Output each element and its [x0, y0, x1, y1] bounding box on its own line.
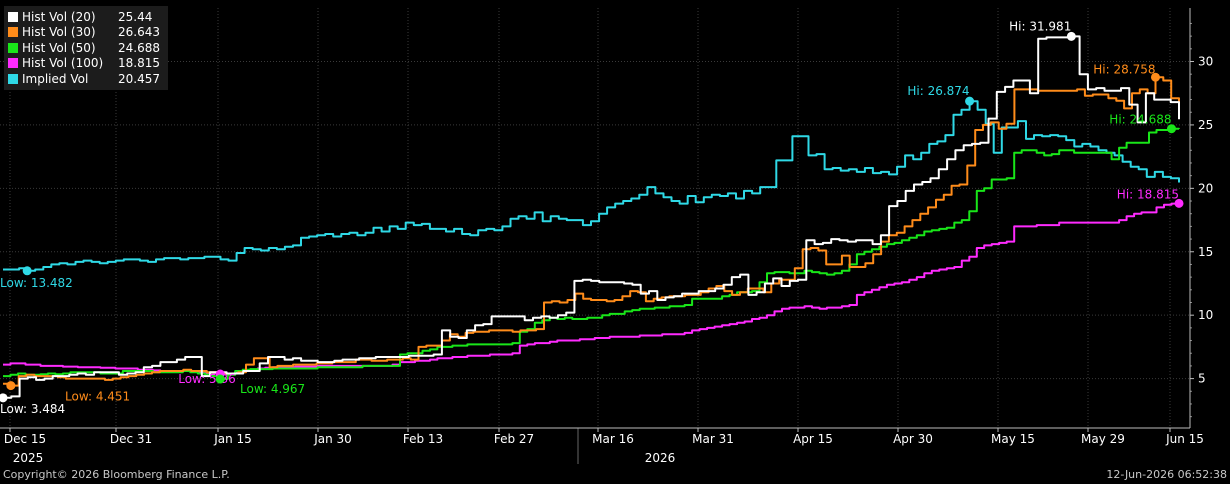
legend-item: Implied Vol 20.457 [8, 71, 162, 87]
x-tick-label: Mar 31 [692, 432, 734, 446]
grid-lines [0, 8, 1190, 428]
annotation-label: Low: 3.484 [0, 402, 65, 416]
series-line-hist-vol-20 [3, 35, 1180, 399]
annotation-label: Hi: 28.758 [1093, 62, 1155, 76]
annotation-marker [1167, 124, 1177, 134]
x-tick-label: Feb 27 [494, 432, 534, 446]
legend-item: Hist Vol (20) 25.44 [8, 9, 162, 25]
legend: Hist Vol (20) 25.44 Hist Vol (30) 26.643… [4, 6, 168, 90]
x-tick-label: Jun 15 [1165, 432, 1204, 446]
legend-item: Hist Vol (30) 26.643 [8, 25, 162, 41]
legend-value: 20.457 [118, 71, 160, 86]
x-tick-label: Dec 31 [110, 432, 152, 446]
x-tick-label: Jan 15 [213, 432, 252, 446]
annotation-label: Low: 4.451 [65, 390, 130, 404]
series-line-implied-vol [3, 100, 1180, 272]
legend-label: Hist Vol (30) [22, 25, 96, 40]
annotation-label: Hi: 31.981 [1009, 19, 1071, 33]
annotation-label: Hi: 18.815 [1117, 187, 1179, 201]
legend-label: Hist Vol (50) [22, 40, 96, 55]
annotation-label: Low: 13.482 [0, 276, 73, 290]
annotation-marker [6, 381, 16, 391]
annotation-marker [215, 374, 225, 384]
legend-value: 25.44 [118, 9, 153, 24]
legend-swatch [8, 73, 18, 84]
legend-swatch [8, 58, 18, 69]
legend-item: Hist Vol (50) 24.688 [8, 40, 162, 56]
legend-label: Hist Vol (100) [22, 56, 104, 71]
x-tick-label: May 29 [1081, 432, 1125, 446]
x-tick-label: Mar 16 [592, 432, 634, 446]
y-tick-label: 5 [1198, 372, 1206, 386]
annotation-marker [22, 266, 32, 276]
annotation-label: Hi: 24.688 [1109, 113, 1171, 127]
legend-item: Hist Vol (100) 18.815 [8, 56, 162, 72]
legend-swatch [8, 27, 18, 38]
copyright-text: Copyright© 2026 Bloomberg Finance L.P. [3, 468, 230, 481]
annotation-marker [965, 96, 975, 106]
y-tick-label: 10 [1198, 308, 1213, 322]
legend-value: 18.815 [118, 56, 160, 71]
legend-swatch [8, 42, 18, 53]
x-tick-label: Apr 15 [793, 432, 833, 446]
legend-swatch [8, 11, 18, 22]
x-year-label: 2025 [13, 451, 44, 465]
annotation-marker [1174, 198, 1184, 208]
x-tick-label: Jan 30 [313, 432, 352, 446]
annotation-label: Hi: 26.874 [907, 84, 969, 98]
annotation-label: Low: 5.36 [178, 372, 236, 386]
legend-label: Hist Vol (20) [22, 9, 96, 24]
series-line-hist-vol-100 [3, 202, 1180, 375]
annotation-marker [1066, 31, 1076, 41]
y-tick-label: 25 [1198, 118, 1213, 132]
annotation-marker [0, 393, 8, 403]
legend-label: Implied Vol [22, 71, 89, 86]
timestamp-text: 12-Jun-2026 06:52:38 [1106, 468, 1227, 481]
annotation-label: Low: 4.967 [240, 382, 305, 396]
series-line-hist-vol-50 [3, 127, 1180, 380]
series-lines [3, 35, 1180, 399]
x-tick-label: Feb 13 [403, 432, 443, 446]
x-tick-label: Dec 15 [4, 432, 46, 446]
legend-value: 24.688 [118, 40, 160, 55]
annotation-marker [1150, 72, 1160, 82]
legend-value: 26.643 [118, 25, 160, 40]
y-tick-label: 20 [1198, 181, 1213, 195]
y-tick-label: 30 [1198, 55, 1213, 69]
x-year-label: 2026 [645, 451, 676, 465]
x-tick-label: Apr 30 [893, 432, 933, 446]
y-tick-label: 15 [1198, 245, 1213, 259]
x-tick-label: May 15 [991, 432, 1035, 446]
